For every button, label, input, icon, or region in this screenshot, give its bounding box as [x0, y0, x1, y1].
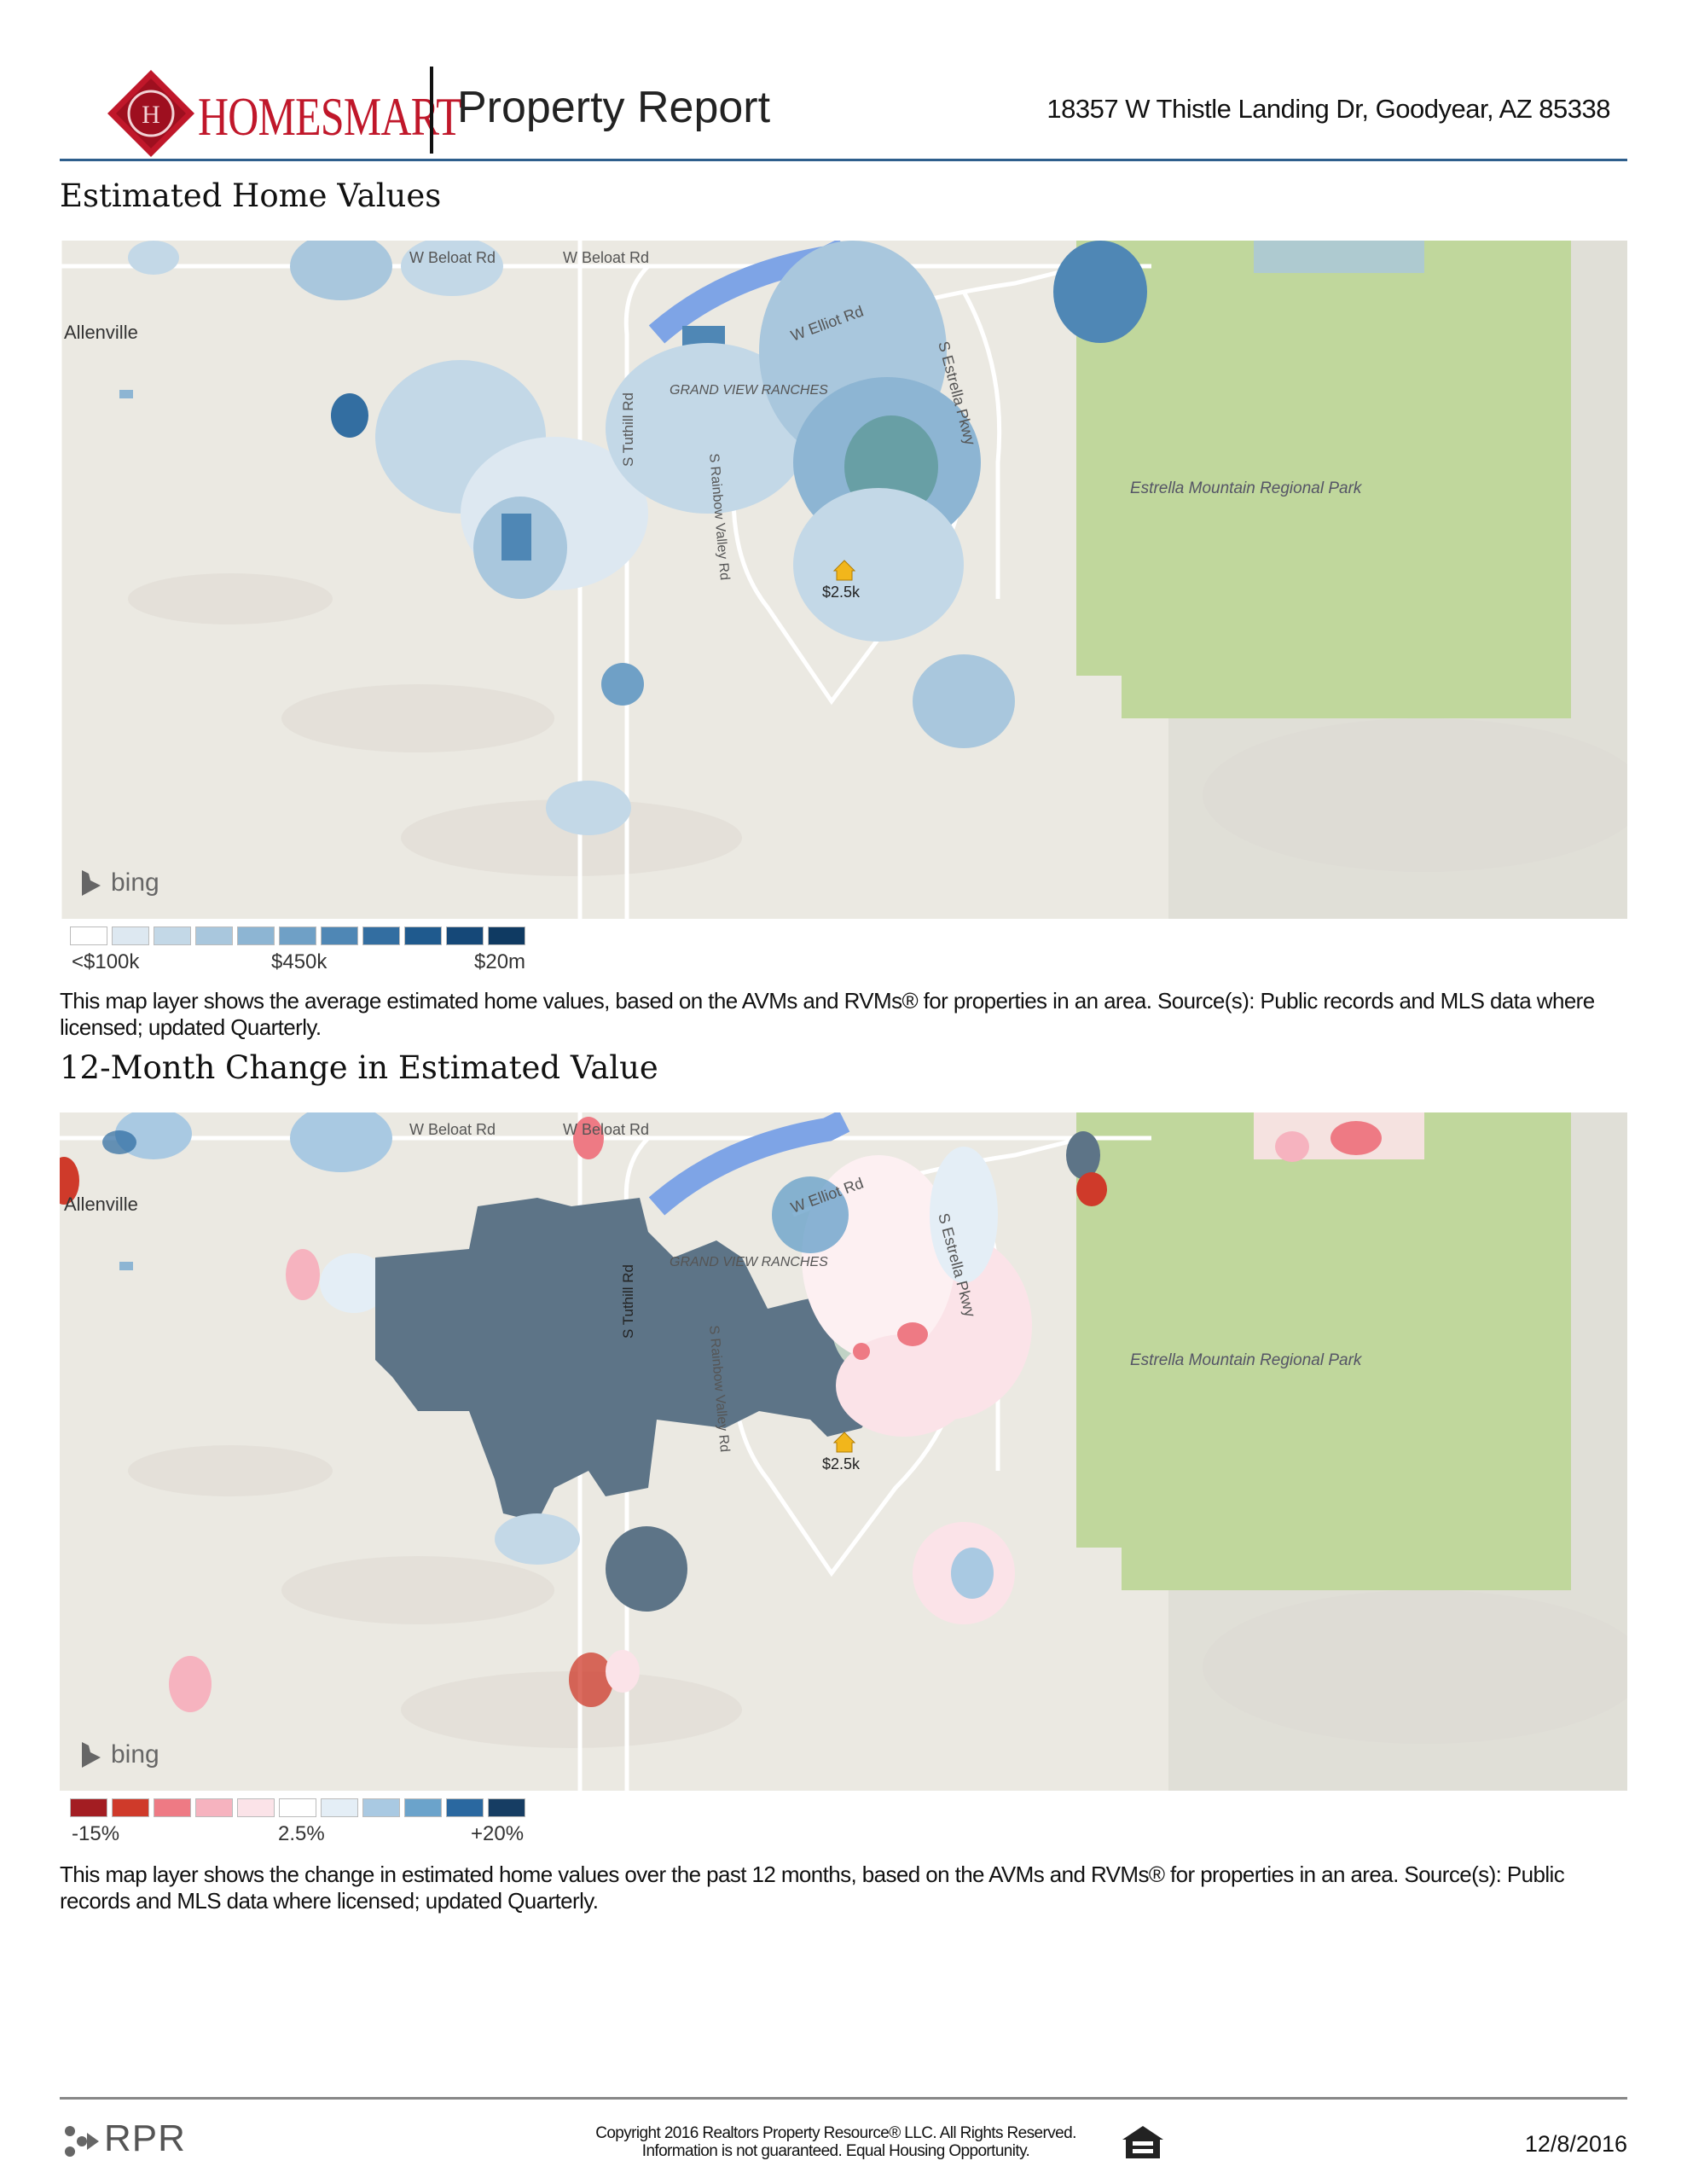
header-rule [60, 159, 1627, 161]
map-label-town: Allenville [64, 322, 138, 343]
legend-swatch [404, 1798, 442, 1817]
rpr-mark-icon [65, 2126, 99, 2157]
report-title: Property Report [457, 83, 771, 132]
report-header: H HOMESMART Property Report 18357 W This… [60, 51, 1627, 162]
legend-swatch [237, 1798, 275, 1817]
value-change-legend: -15% 2.5% +20% [70, 1798, 525, 1848]
map-label-road: W Beloat Rd [563, 249, 649, 266]
legend-swatch [70, 926, 107, 945]
copyright-notice: Copyright 2016 Realtors Property Resourc… [512, 2124, 1160, 2160]
report-date: 12/8/2016 [1524, 2131, 1627, 2157]
legend-swatch [154, 926, 191, 945]
value-change-map[interactable]: W Beloat Rd W Beloat Rd Allenville W Ell… [60, 1112, 1627, 1791]
legend-swatch [321, 1798, 358, 1817]
copyright-line: Information is not guaranteed. Equal Hou… [641, 2142, 1030, 2160]
section-title-home-values: Estimated Home Values [60, 177, 442, 214]
map-label-road: S Tuthill Rd [620, 1264, 636, 1339]
equal-housing-icon [1122, 2126, 1163, 2158]
map-label-road: W Beloat Rd [409, 1121, 496, 1138]
homesmart-diamond-icon: H [107, 70, 194, 157]
home-values-map[interactable]: W Beloat Rd W Beloat Rd Allenville W Ell… [60, 241, 1627, 919]
legend-swatch [154, 1798, 191, 1817]
legend-swatch [112, 1798, 149, 1817]
rpr-logo: RPR [61, 2117, 206, 2165]
legend-swatch [279, 926, 316, 945]
bing-logo-icon [82, 1742, 101, 1768]
legend-label-mid: $450k [271, 950, 328, 973]
map-label-park: Estrella Mountain Regional Park [1130, 1351, 1363, 1369]
bing-logo-icon [82, 870, 101, 896]
legend-swatch [362, 1798, 400, 1817]
legend-swatch [279, 1798, 316, 1817]
legend-swatch [488, 926, 525, 945]
home-pin-icon[interactable] [832, 560, 856, 581]
bing-label: bing [111, 1740, 159, 1769]
legend-swatch [112, 926, 149, 945]
legend-swatch [321, 926, 358, 945]
legend-swatch [195, 926, 233, 945]
map-label-road: W Beloat Rd [563, 1121, 649, 1138]
map-label-road: W Beloat Rd [409, 249, 496, 266]
legend-swatch [70, 1798, 107, 1817]
home-pin-icon[interactable] [832, 1432, 856, 1453]
legend-swatch [446, 926, 484, 945]
map-label-park: Estrella Mountain Regional Park [1130, 479, 1363, 497]
legend-swatch [237, 926, 275, 945]
section-title-12-month-change: 12-Month Change in Estimated Value [60, 1049, 658, 1086]
header-divider [430, 67, 433, 154]
svg-text:H: H [142, 101, 160, 129]
legend-label-max: +20% [471, 1822, 525, 1845]
home-values-legend: <$100k $450k $20m [70, 926, 525, 976]
legend-swatch [362, 926, 400, 945]
copyright-line: Copyright 2016 Realtors Property Resourc… [595, 2124, 1076, 2142]
pin-value: $2.5k [822, 584, 861, 601]
brand-name: HOMESMART [198, 86, 462, 147]
map-label-area: GRAND VIEW RANCHES [670, 1255, 828, 1269]
legend-label-min: <$100k [72, 950, 140, 973]
legend-swatch [446, 1798, 484, 1817]
pin-value: $2.5k [822, 1455, 861, 1472]
value-change-description: This map layer shows the change in estim… [60, 1862, 1565, 1914]
legend-label-mid: 2.5% [278, 1822, 325, 1845]
homesmart-logo: H HOMESMART [104, 67, 462, 160]
property-address: 18357 W Thistle Landing Dr, Goodyear, AZ… [1046, 94, 1610, 124]
footer-rule [60, 2097, 1627, 2100]
legend-label-max: $20m [474, 950, 526, 973]
legend-swatch [404, 926, 442, 945]
legend-label-min: -15% [72, 1822, 120, 1845]
home-values-description: This map layer shows the average estimat… [60, 988, 1595, 1040]
legend-swatch [195, 1798, 233, 1817]
bing-label: bing [111, 868, 159, 897]
map-label-road: S Tuthill Rd [620, 392, 636, 467]
map-label-area: GRAND VIEW RANCHES [670, 383, 828, 398]
rpr-text: RPR [104, 2117, 186, 2159]
legend-swatch [488, 1798, 525, 1817]
map-label-town: Allenville [64, 1194, 138, 1215]
